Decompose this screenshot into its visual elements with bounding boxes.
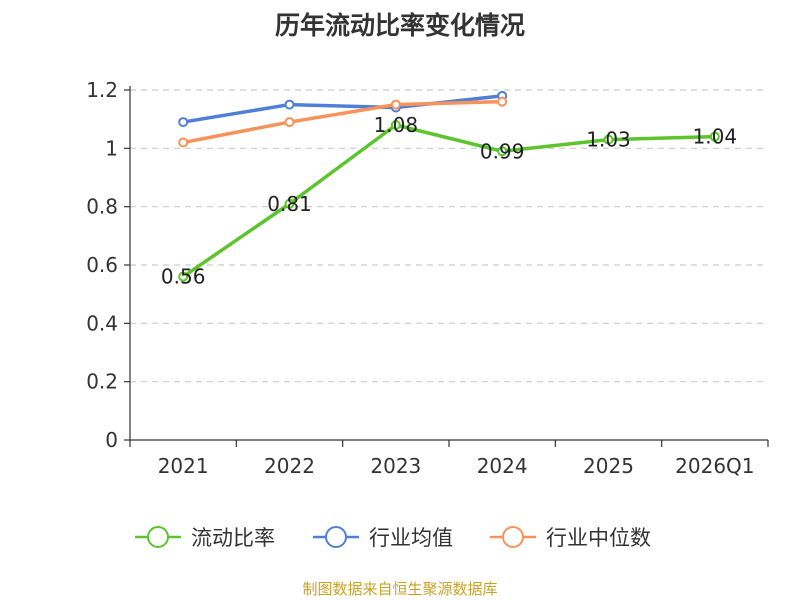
legend-marker [147, 526, 169, 548]
data-point [284, 99, 295, 110]
series-line-2 [182, 99, 503, 145]
x-tick-label: 2022 [264, 454, 315, 478]
legend-label: 行业均值 [369, 526, 453, 550]
y-tick-label: 0 [105, 428, 118, 452]
series-line-1 [182, 94, 503, 124]
legend: 流动比率 行业均值 行业中位数 [135, 526, 651, 550]
y-tick-label: 1.2 [86, 78, 118, 102]
data-label: 1.04 [693, 125, 738, 149]
legend-marker [502, 526, 524, 548]
series-line-0 [182, 123, 715, 279]
x-tick-label: 2025 [583, 454, 634, 478]
y-tick-label: 0.2 [86, 370, 118, 394]
legend-marker [325, 526, 347, 548]
source-note: 制图数据来自恒生聚源数据库 [302, 580, 498, 598]
x-tick-label: 2024 [477, 454, 528, 478]
legend-item: 流动比率 [135, 526, 275, 550]
legend-label: 流动比率 [191, 526, 275, 550]
legend-item: 行业均值 [313, 526, 453, 550]
data-label: 0.99 [480, 139, 525, 163]
data-label: 0.56 [161, 265, 206, 289]
data-point [178, 117, 189, 128]
data-point [284, 198, 295, 209]
data-label: 1.08 [374, 113, 419, 137]
data-point [603, 134, 614, 145]
gridlines [130, 89, 768, 383]
data-label: 0.81 [267, 192, 312, 216]
y-tick-label: 0.6 [86, 253, 118, 277]
data-point [284, 117, 295, 128]
legend-item: 行业中位数 [490, 526, 651, 550]
y-tick-label: 1 [105, 136, 118, 160]
data-point [497, 96, 508, 107]
data-point [178, 137, 189, 148]
data-labels: 0.56 0.81 1.08 0.99 1.03 1.04 [161, 113, 737, 289]
data-point [390, 99, 401, 110]
chart-title: 历年流动比率变化情况 [274, 11, 525, 40]
data-point [497, 146, 508, 157]
data-point [390, 120, 401, 130]
x-tick-label: 2026Q1 [675, 454, 754, 478]
y-tick-label: 0.8 [86, 195, 118, 219]
data-point [709, 131, 720, 142]
data-point [178, 271, 189, 282]
x-tick-label: 2023 [370, 454, 421, 478]
legend-label: 行业中位数 [546, 526, 651, 550]
y-tick-label: 0.4 [86, 311, 118, 335]
x-tick-label: 2021 [158, 454, 209, 478]
data-label: 1.03 [586, 128, 631, 152]
series [178, 90, 720, 282]
